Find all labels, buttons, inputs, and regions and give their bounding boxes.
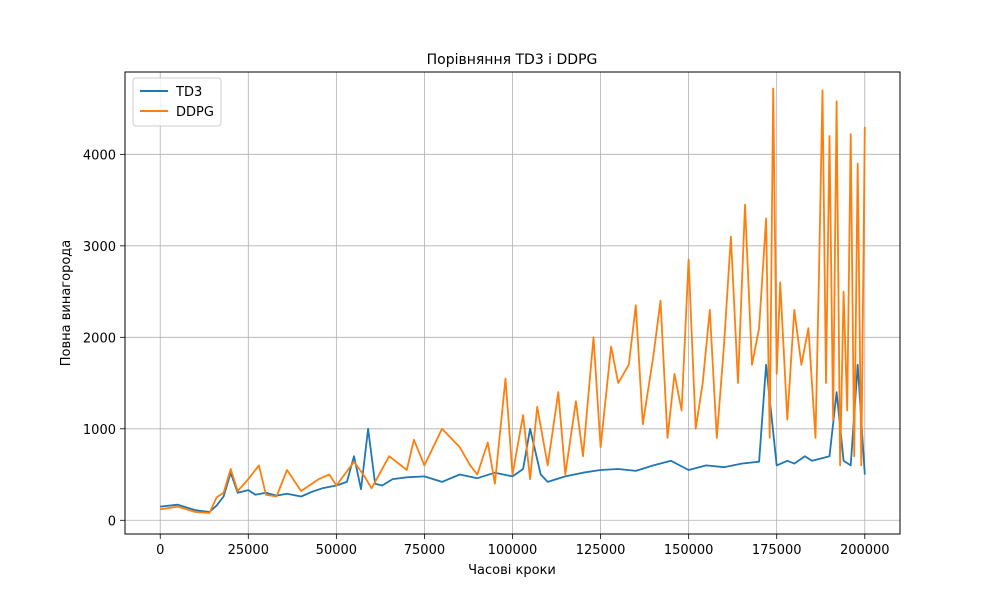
x-tick-label: 0: [156, 543, 164, 558]
x-tick-label: 125000: [576, 543, 626, 558]
x-tick-label: 100000: [488, 543, 538, 558]
legend: TD3 DDPG: [132, 77, 222, 127]
x-axis-label: Часові кроки: [468, 563, 556, 578]
y-tick-label: 2000: [83, 331, 116, 346]
x-tick-label: 25000: [228, 543, 269, 558]
y-tick-label: 4000: [83, 148, 116, 163]
y-tick-label: 1000: [83, 423, 116, 438]
x-tick-label: 75000: [404, 543, 445, 558]
x-tick-label: 200000: [840, 543, 890, 558]
y-tick-label: 3000: [83, 240, 116, 255]
series-line-ddpg: [160, 87, 866, 514]
legend-label-td3: TD3: [175, 85, 202, 100]
x-tick-label: 50000: [316, 543, 357, 558]
chart-title: Порівняння TD3 і DDPG: [427, 52, 598, 68]
series-layer: [160, 87, 866, 514]
y-axis: 0 1000 2000 3000 4000: [83, 148, 125, 529]
y-tick-label: 0: [108, 514, 116, 529]
x-tick-label: 175000: [752, 543, 802, 558]
legend-label-ddpg: DDPG: [176, 105, 214, 120]
y-axis-label: Повна винагорода: [59, 240, 74, 367]
x-tick-label: 150000: [664, 543, 714, 558]
x-axis: 0 25000 50000 75000 100000 125000 150000 175000…: [156, 534, 890, 558]
series-line-td3: [160, 363, 866, 513]
